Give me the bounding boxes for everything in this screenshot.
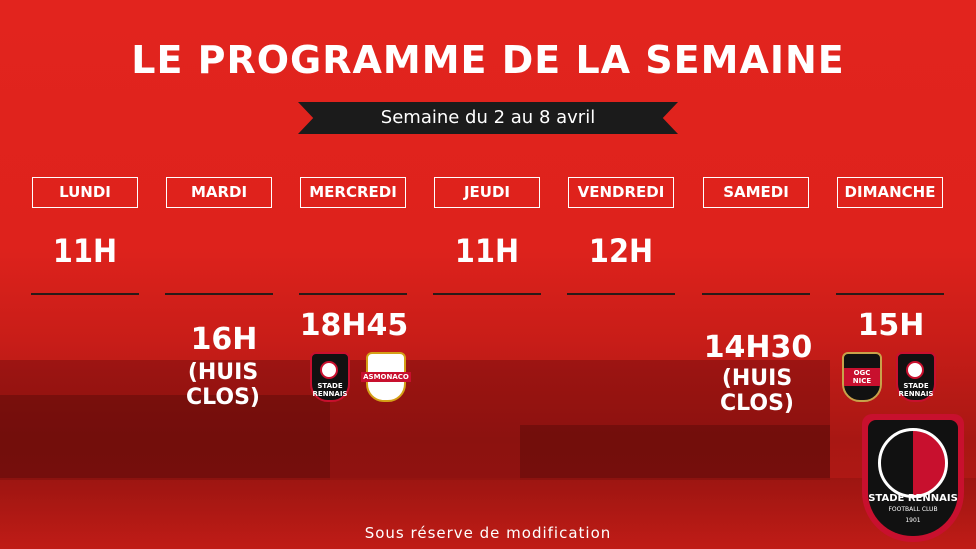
am-time-lundi: 11H xyxy=(52,232,118,270)
background-building-left xyxy=(0,395,330,480)
pm-note-samedi: (HUIS CLOS) xyxy=(720,366,794,416)
background-ground xyxy=(0,478,976,549)
club-name: STADE RENNAIS FOOTBALL CLUB 1901 xyxy=(868,493,958,526)
divider xyxy=(567,293,675,295)
day-label-mardi: MARDI xyxy=(166,177,272,208)
stade-rennais-logo-icon: STADE RENNAIS FOOTBALL CLUB 1901 xyxy=(862,414,964,542)
pm-time-mercredi: 18H45 xyxy=(299,308,409,343)
club-subtitle: FOOTBALL CLUB xyxy=(888,506,938,513)
stade-rennais-crest-icon: STADE RENNAIS xyxy=(896,352,936,402)
crest-label: OGC NICE xyxy=(844,368,880,386)
week-banner: Semaine du 2 au 8 avril xyxy=(298,102,678,134)
as-monaco-crest-icon: ASMONACO xyxy=(361,352,411,402)
page-title: LE PROGRAMME DE LA SEMAINE xyxy=(131,38,845,82)
background-building xyxy=(0,360,830,480)
day-label-samedi: SAMEDI xyxy=(703,177,809,208)
day-label-vendredi: VENDREDI xyxy=(568,177,674,208)
day-label-dimanche: DIMANCHE xyxy=(837,177,943,208)
divider xyxy=(836,293,944,295)
footer-disclaimer: Sous réserve de modification xyxy=(364,524,612,542)
crest-label: STADE RENNAIS xyxy=(898,382,934,398)
day-label-lundi: LUNDI xyxy=(32,177,138,208)
pm-time-dimanche: 15H xyxy=(857,308,925,343)
crest-label: STADE RENNAIS xyxy=(312,382,348,398)
am-time-jeudi: 11H xyxy=(454,232,520,270)
divider xyxy=(31,293,139,295)
ogc-nice-crest-icon: OGC NICE xyxy=(842,352,882,402)
day-label-jeudi: JEUDI xyxy=(434,177,540,208)
divider xyxy=(165,293,273,295)
stade-rennais-crest-icon: STADE RENNAIS xyxy=(310,352,350,402)
background-building-right xyxy=(520,425,830,480)
divider xyxy=(702,293,810,295)
am-time-vendredi: 12H xyxy=(588,232,654,270)
pm-time-samedi: 14H30 xyxy=(703,330,813,365)
club-name-text: STADE RENNAIS xyxy=(868,493,958,504)
divider xyxy=(299,293,407,295)
pm-time-mardi: 16H xyxy=(190,322,258,357)
crest-label: ASMONACO xyxy=(361,372,411,382)
club-year: 1901 xyxy=(905,517,921,524)
pm-note-mardi: (HUIS CLOS) xyxy=(186,360,260,410)
day-label-mercredi: MERCREDI xyxy=(300,177,406,208)
divider xyxy=(433,293,541,295)
